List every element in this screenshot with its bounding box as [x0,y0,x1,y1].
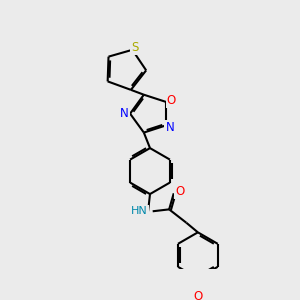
Text: N: N [120,107,129,120]
Text: S: S [131,40,139,54]
Text: O: O [193,290,203,300]
Text: N: N [166,121,174,134]
Text: O: O [167,94,176,107]
Text: O: O [176,185,185,198]
Text: HN: HN [131,206,148,216]
